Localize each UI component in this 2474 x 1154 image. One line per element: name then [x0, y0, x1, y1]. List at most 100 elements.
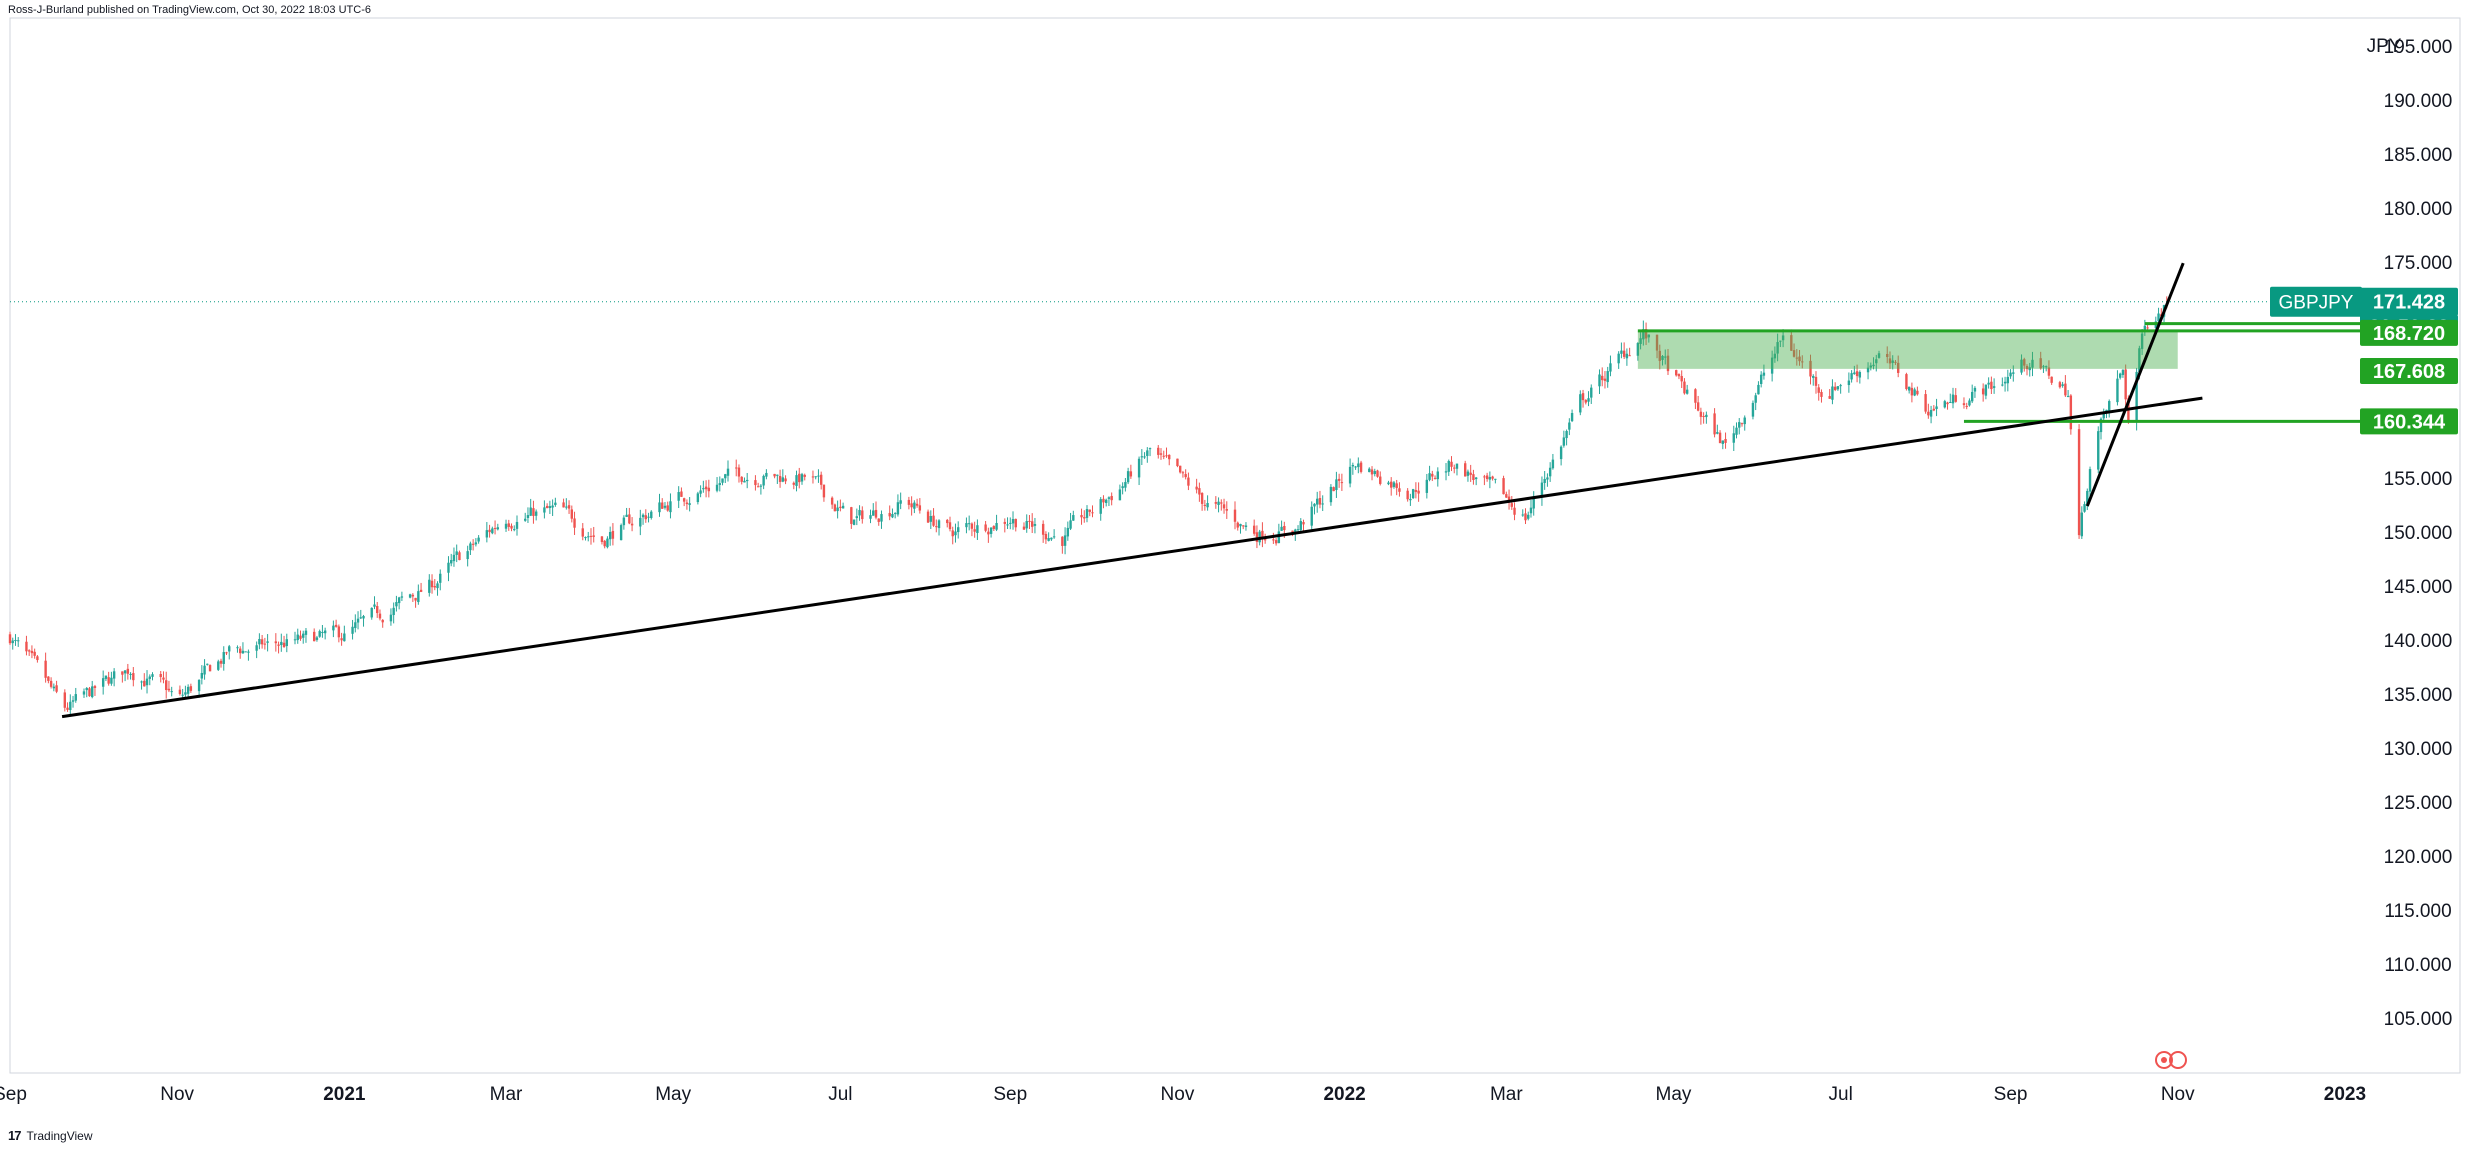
candle-body [957, 527, 960, 533]
candle-body [1225, 509, 1228, 511]
candle-body [1376, 470, 1379, 477]
candle-body [206, 663, 209, 665]
candle-body [1798, 356, 1801, 362]
time-tick-label: May [1656, 1084, 1692, 1105]
candle-body [1052, 536, 1056, 538]
candle-body [318, 631, 321, 637]
candle-body [1716, 432, 1719, 434]
candle-body [545, 505, 549, 509]
candle-body [1927, 411, 1930, 416]
candle-body [381, 619, 384, 623]
candle-body [1699, 411, 1703, 417]
candle-body [1033, 524, 1037, 526]
candle-body [1853, 372, 1856, 375]
candle-body [33, 651, 36, 656]
candle-body [707, 487, 711, 492]
candle-body [93, 686, 97, 688]
candle-body [1436, 471, 1439, 480]
time-axis[interactable]: Sep Nov 2021 Mar May Jul Sep Nov 2022 Mar May Jul Se… [0, 1084, 2366, 1105]
candle-body [1165, 455, 1168, 457]
time-tick-label: Nov [160, 1084, 194, 1105]
candle-body [515, 521, 519, 529]
candle-body [622, 517, 626, 526]
candle-body [1242, 525, 1245, 527]
candle-body [121, 671, 124, 675]
candle-body [2080, 512, 2084, 537]
candle-body [1272, 539, 1275, 541]
candle-body [2077, 429, 2081, 536]
candle-body [1274, 540, 1278, 544]
candle-body [532, 508, 535, 516]
candle-body [1061, 536, 1064, 546]
candle-body [1340, 482, 1344, 484]
candle-body [1261, 530, 1264, 539]
candle-body [293, 639, 297, 641]
candle-body [2143, 325, 2147, 332]
candle-body [1820, 392, 1823, 397]
candle-body [608, 532, 612, 540]
candle-body [389, 614, 393, 622]
time-tick-label: 2021 [323, 1084, 366, 1105]
candle-body [759, 485, 763, 487]
candle-body [1951, 394, 1955, 404]
candle-body [395, 602, 398, 607]
candle-body [696, 493, 700, 503]
candle-body [1683, 381, 1686, 394]
candle-body [1532, 496, 1535, 509]
candle-body [1003, 521, 1006, 524]
candle-body [2031, 359, 2034, 368]
candle-body [1935, 406, 1938, 409]
candle-body [1817, 387, 1820, 393]
candle-body [282, 642, 286, 648]
candle-body [929, 516, 933, 522]
candle-body [1146, 450, 1149, 456]
candle-body [937, 520, 941, 529]
candle-body [1779, 340, 1782, 342]
candle-body [899, 500, 902, 504]
candle-body [296, 634, 299, 641]
candle-body [1603, 378, 1607, 381]
candle-body [1184, 474, 1187, 478]
candle-body [1280, 526, 1283, 531]
candle-body [1187, 477, 1190, 486]
candle-body [419, 589, 423, 592]
candle-body [1732, 433, 1735, 443]
candle-body [477, 537, 480, 542]
time-tick-label: May [655, 1084, 691, 1105]
candle-body [773, 473, 776, 477]
candle-body [1970, 391, 1974, 402]
candle-body [1551, 459, 1555, 469]
candle-body [8, 634, 12, 644]
candle-body [1392, 482, 1396, 487]
candle-body [1990, 381, 1993, 390]
candle-body [639, 517, 642, 527]
candle-body [778, 475, 782, 482]
price-axis[interactable]: 195.000190.000185.000180.000175.000170.0… [2384, 37, 2453, 1030]
candle-body [1790, 335, 1793, 351]
candle-body [1299, 521, 1302, 530]
candle-body [1929, 410, 1933, 417]
candle-body [1759, 374, 1763, 385]
price-tick-label: 125.000 [2384, 793, 2453, 814]
candle-body [225, 652, 228, 654]
candle-body [428, 579, 431, 593]
candle-body [302, 633, 305, 638]
candle-body [14, 640, 17, 642]
candle-body [1162, 455, 1165, 457]
candle-body [63, 692, 67, 708]
candle-body [1606, 371, 1609, 383]
candle-body [822, 484, 826, 498]
time-tick-label: Jul [828, 1084, 852, 1105]
candle-body [1924, 394, 1927, 412]
candle-body [1176, 458, 1179, 467]
candle-body [641, 514, 645, 518]
candle-body [408, 594, 412, 598]
candle-body [411, 594, 415, 597]
candle-body [1359, 462, 1363, 472]
candle-body [458, 552, 461, 561]
tradingview-logo[interactable]: 17 TradingView [8, 1128, 93, 1143]
candle-body [1546, 477, 1549, 480]
candle-body [167, 688, 171, 691]
candle-body [2006, 376, 2010, 384]
